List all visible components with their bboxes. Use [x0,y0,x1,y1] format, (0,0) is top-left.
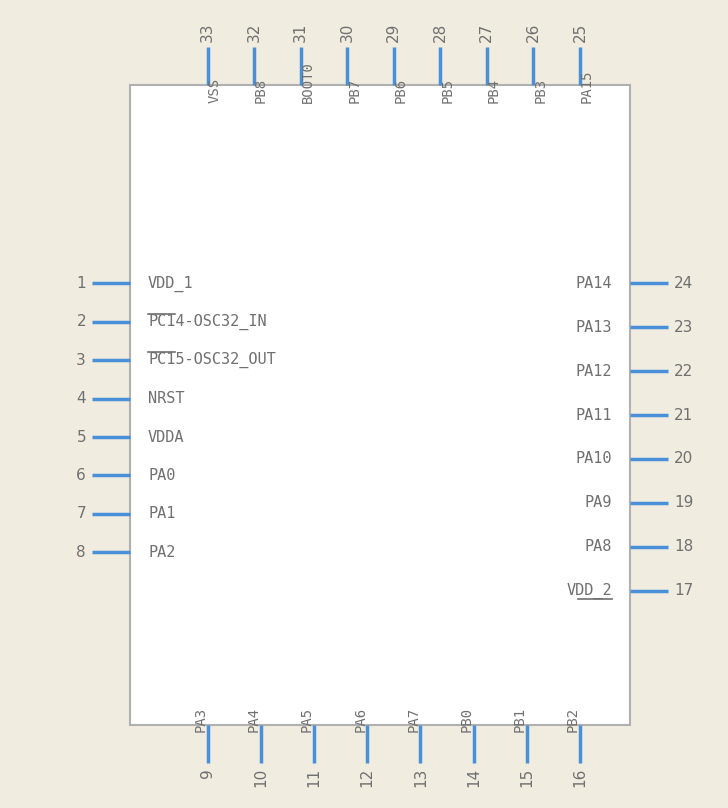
Text: PA15: PA15 [580,69,594,103]
Text: PB2: PB2 [566,707,580,732]
Text: PA11: PA11 [576,407,612,423]
Text: PA9: PA9 [585,495,612,511]
Text: 9: 9 [200,768,215,778]
Text: 29: 29 [387,23,401,42]
Text: 17: 17 [674,583,693,598]
Text: PA14: PA14 [576,276,612,291]
Text: 16: 16 [572,768,587,787]
Text: 23: 23 [674,320,693,335]
Text: 8: 8 [76,545,86,560]
Text: 14: 14 [466,768,481,787]
Text: VDD_2: VDD_2 [566,583,612,599]
Text: 15: 15 [519,768,534,787]
Text: 12: 12 [360,768,375,787]
Text: PA10: PA10 [576,452,612,466]
Text: 19: 19 [674,495,693,511]
Text: 20: 20 [674,452,693,466]
Text: 7: 7 [76,507,86,521]
Text: PA7: PA7 [406,707,420,732]
Text: 26: 26 [526,23,541,42]
Text: PB7: PB7 [347,78,361,103]
Text: 5: 5 [76,430,86,444]
Text: PB4: PB4 [487,78,501,103]
Text: PB1: PB1 [513,707,527,732]
Text: 28: 28 [433,23,448,42]
Text: 2: 2 [76,314,86,330]
Text: 22: 22 [674,364,693,379]
Text: PA13: PA13 [576,320,612,335]
Text: PA8: PA8 [585,539,612,554]
Text: PB8: PB8 [254,78,268,103]
Text: 1: 1 [76,276,86,291]
Text: PA1: PA1 [148,507,175,521]
Text: 6: 6 [76,468,86,483]
Text: 30: 30 [340,23,355,42]
Text: 11: 11 [306,768,322,787]
Text: PB6: PB6 [394,78,408,103]
Text: 24: 24 [674,276,693,291]
Text: PC14-OSC32_IN: PC14-OSC32_IN [148,314,266,330]
Text: VDDA: VDDA [148,430,184,444]
Text: PC15-OSC32_OUT: PC15-OSC32_OUT [148,352,276,368]
Text: PA6: PA6 [353,707,367,732]
Text: PA4: PA4 [247,707,261,732]
Text: BOOT0: BOOT0 [301,61,314,103]
Text: VSS: VSS [207,78,221,103]
Text: PA12: PA12 [576,364,612,379]
Text: PA5: PA5 [300,707,314,732]
Text: 31: 31 [293,23,308,42]
Text: NRST: NRST [148,391,184,406]
Text: PA0: PA0 [148,468,175,483]
Text: 21: 21 [674,407,693,423]
Bar [130,85,630,725]
Text: PA2: PA2 [148,545,175,560]
Text: 25: 25 [572,23,587,42]
Text: PB3: PB3 [534,78,547,103]
Text: PB5: PB5 [440,78,454,103]
Text: 13: 13 [413,768,428,787]
Text: 18: 18 [674,539,693,554]
Text: PA3: PA3 [194,707,207,732]
Text: 32: 32 [247,23,261,42]
Text: 3: 3 [76,353,86,368]
Text: 27: 27 [479,23,494,42]
Text: VDD_1: VDD_1 [148,276,194,292]
Text: 4: 4 [76,391,86,406]
Text: 33: 33 [200,23,215,42]
Text: PB0: PB0 [459,707,474,732]
Text: 10: 10 [253,768,268,787]
